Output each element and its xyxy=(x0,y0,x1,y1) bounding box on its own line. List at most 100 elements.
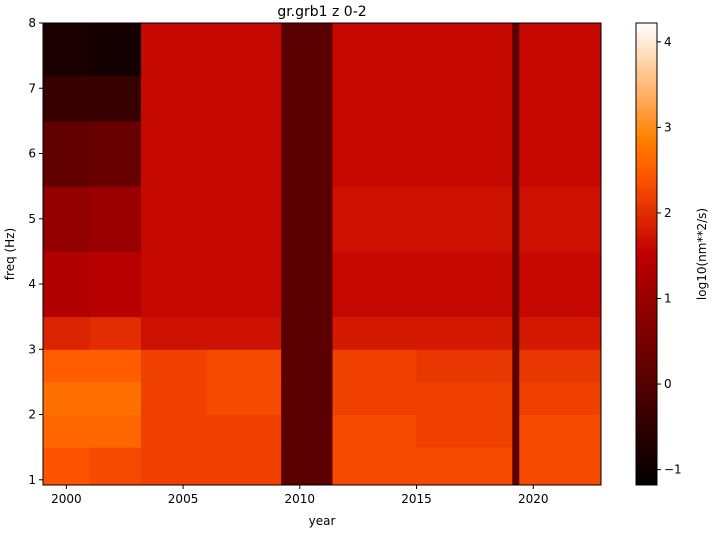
heatmap-cell xyxy=(89,251,142,318)
heatmap-cell xyxy=(206,414,282,448)
heatmap-cell xyxy=(281,447,334,486)
heatmap-cell xyxy=(332,349,418,383)
heatmap-cell xyxy=(519,414,602,448)
y-tick-label: 8 xyxy=(28,16,36,30)
heatmap-cell xyxy=(43,251,91,318)
heatmap-cell xyxy=(89,316,142,350)
heatmap-cell xyxy=(512,120,520,187)
heatmap-cell xyxy=(519,251,602,318)
heatmap-cell xyxy=(332,251,418,318)
colorbar-tick-label: 2 xyxy=(664,206,672,220)
heatmap-cell xyxy=(141,23,207,76)
heatmap-cell xyxy=(416,316,513,350)
heatmap-cell xyxy=(141,251,207,318)
heatmap-cell xyxy=(281,381,334,416)
heatmap-cell xyxy=(416,120,513,187)
heatmap-cell xyxy=(519,447,602,486)
heatmap-cell xyxy=(519,23,602,76)
heatmap-cell xyxy=(89,447,142,486)
y-tick-label: 2 xyxy=(28,408,36,422)
heatmap-cell xyxy=(43,186,91,252)
heatmap-cell xyxy=(89,381,142,416)
heatmap-cell xyxy=(43,316,91,350)
heatmap-cell xyxy=(141,186,207,252)
heatmap-cell xyxy=(281,251,334,318)
chart-title: gr.grb1 z 0-2 xyxy=(277,4,366,20)
heatmap-cell xyxy=(332,447,418,486)
heatmap-cell xyxy=(512,381,520,416)
heatmap-cell xyxy=(416,349,513,383)
heatmap-cell xyxy=(416,381,513,416)
heatmap-cell xyxy=(281,414,334,448)
x-tick-label: 2005 xyxy=(168,492,199,506)
heatmap-cell xyxy=(512,251,520,318)
colorbar-tick-label: 3 xyxy=(664,120,672,134)
heatmap-cell xyxy=(332,414,418,448)
y-axis-label: freq (Hz) xyxy=(3,228,17,280)
heatmap-cell xyxy=(43,349,91,383)
y-tick-label: 6 xyxy=(28,147,36,161)
heatmap-cell xyxy=(43,414,91,448)
heatmap-cell xyxy=(332,23,418,76)
heatmap-cell xyxy=(332,186,418,252)
heatmap-cell xyxy=(89,414,142,448)
heatmap-cell xyxy=(281,75,334,122)
heatmap-cell xyxy=(281,120,334,187)
y-tick-label: 1 xyxy=(28,473,36,487)
heatmap-cell xyxy=(512,186,520,252)
heatmap-cell xyxy=(141,447,207,486)
heatmap-cell xyxy=(89,120,142,187)
heatmap-cell xyxy=(89,75,142,122)
x-tick-label: 2020 xyxy=(518,492,549,506)
heatmap-cell xyxy=(206,251,282,318)
heatmap-cell xyxy=(281,316,334,350)
heatmap-cell xyxy=(43,381,91,416)
heatmap-cell xyxy=(512,316,520,350)
heatmap-cell xyxy=(141,349,207,383)
heatmap-cell xyxy=(89,349,142,383)
heatmap-cell xyxy=(512,414,520,448)
heatmap-cell xyxy=(519,316,602,350)
heatmap-cell xyxy=(416,447,513,486)
heatmap-cell xyxy=(332,120,418,187)
heatmap-cell xyxy=(206,316,282,350)
y-tick-label: 7 xyxy=(28,81,36,95)
heatmap-cell xyxy=(206,75,282,122)
colorbar xyxy=(635,22,658,486)
heatmap-cell xyxy=(512,349,520,383)
heatmap-cell xyxy=(141,75,207,122)
heatmap-cell xyxy=(141,120,207,187)
heatmap-cell xyxy=(206,349,282,383)
heatmap-cell xyxy=(141,414,207,448)
heatmap-cell xyxy=(519,349,602,383)
heatmap-cell xyxy=(512,447,520,486)
heatmap-cell xyxy=(519,186,602,252)
x-tick-label: 2000 xyxy=(51,492,82,506)
heatmap-cell xyxy=(89,23,142,76)
y-tick-label: 3 xyxy=(28,342,36,356)
heatmap-cell xyxy=(281,349,334,383)
heatmap-cell xyxy=(141,381,207,416)
heatmap-cell xyxy=(519,381,602,416)
heatmap-cell xyxy=(206,447,282,486)
heatmap-cell xyxy=(512,23,520,76)
heatmap-cell xyxy=(512,75,520,122)
x-tick-label: 2010 xyxy=(285,492,316,506)
colorbar-tick-label: 4 xyxy=(664,35,672,49)
heatmap-cell xyxy=(281,23,334,76)
heatmap-cell xyxy=(416,251,513,318)
heatmap-cell xyxy=(43,447,91,486)
heatmap-cell xyxy=(141,316,207,350)
heatmap-cell xyxy=(206,381,282,416)
colorbar-tick-label: 0 xyxy=(664,377,672,391)
heatmap-cell xyxy=(43,120,91,187)
heatmap-cell xyxy=(206,186,282,252)
y-tick-label: 5 xyxy=(28,212,36,226)
heatmap-cell xyxy=(416,75,513,122)
colorbar-tick-label: 1 xyxy=(664,291,672,305)
heatmap-cell xyxy=(43,75,91,122)
heatmap-cell xyxy=(332,75,418,122)
heatmap-cell xyxy=(416,23,513,76)
heatmap-cell xyxy=(519,75,602,122)
